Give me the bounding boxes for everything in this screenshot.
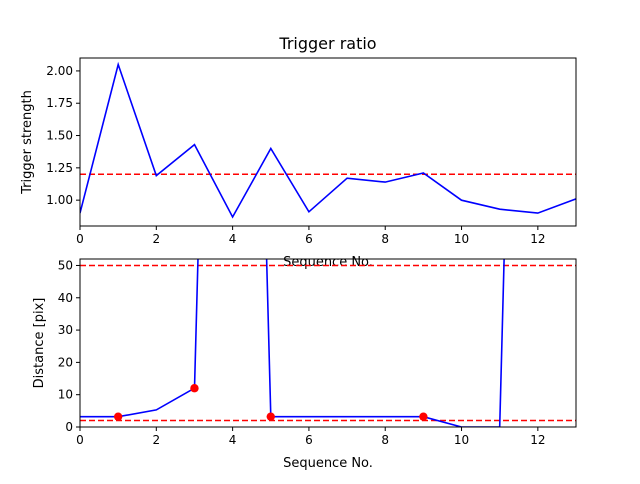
bot-xtick-label: 2 — [152, 433, 160, 447]
bot-xtick-label: 4 — [229, 433, 237, 447]
bot-marker-point — [419, 412, 428, 421]
bot-ytick-label: 10 — [58, 388, 73, 402]
bot-series-line — [80, 259, 505, 427]
bot-ytick-label: 0 — [65, 420, 73, 434]
bot-xtick-label: 0 — [76, 433, 84, 447]
bot-xtick-label: 10 — [454, 433, 469, 447]
top-xtick-label: 2 — [152, 232, 160, 246]
bot-marker-point — [113, 412, 123, 421]
bot-xtick-label: 8 — [381, 433, 389, 447]
top-xtick-label: 0 — [76, 232, 84, 246]
bot-xtick-label: 6 — [305, 433, 313, 447]
top-title: Trigger ratio — [278, 34, 376, 53]
top-plot-frame — [79, 57, 577, 227]
bot-marker-point — [266, 412, 275, 421]
top-series-line — [80, 61, 576, 219]
top-ylabel: Trigger strength — [20, 90, 35, 195]
top-xtick-label: 8 — [381, 232, 389, 246]
bot-ytick-label: 30 — [58, 323, 73, 337]
top-xtick-label: 10 — [454, 232, 469, 246]
bottom-xlabel: Sequence No. — [283, 456, 373, 471]
top-xtick-label: 12 — [530, 232, 545, 246]
bot-ytick-label: 50 — [58, 258, 73, 272]
top-ytick-label: 1.25 — [46, 161, 73, 175]
bottom-ylabel: Distance [pix] — [32, 298, 47, 389]
top-ytick-label: 1.75 — [46, 96, 73, 110]
bot-xtick-label: 12 — [530, 433, 545, 447]
bot-ytick-label: 20 — [58, 355, 73, 369]
top-xtick-label: 6 — [305, 232, 313, 246]
top-ytick-label: 2.00 — [46, 64, 73, 78]
top-panel: Trigger ratio 0 2 4 6 8 10 12 1.00 1.25 1.50 1.75… — [20, 34, 577, 270]
bot-marker-point — [190, 384, 199, 393]
top-xlabel: Sequence No. — [283, 255, 373, 270]
top-ytick-label: 1.00 — [46, 193, 73, 207]
top-ytick-label: 1.50 — [46, 129, 73, 143]
bottom-panel: 0 2 4 6 8 10 12 0 10 20 30 40 50 Sequence No. Dista… — [32, 258, 577, 471]
top-xtick-label: 4 — [229, 232, 237, 246]
bottom-plot-frame — [79, 258, 577, 428]
bot-ytick-label: 40 — [58, 291, 73, 305]
